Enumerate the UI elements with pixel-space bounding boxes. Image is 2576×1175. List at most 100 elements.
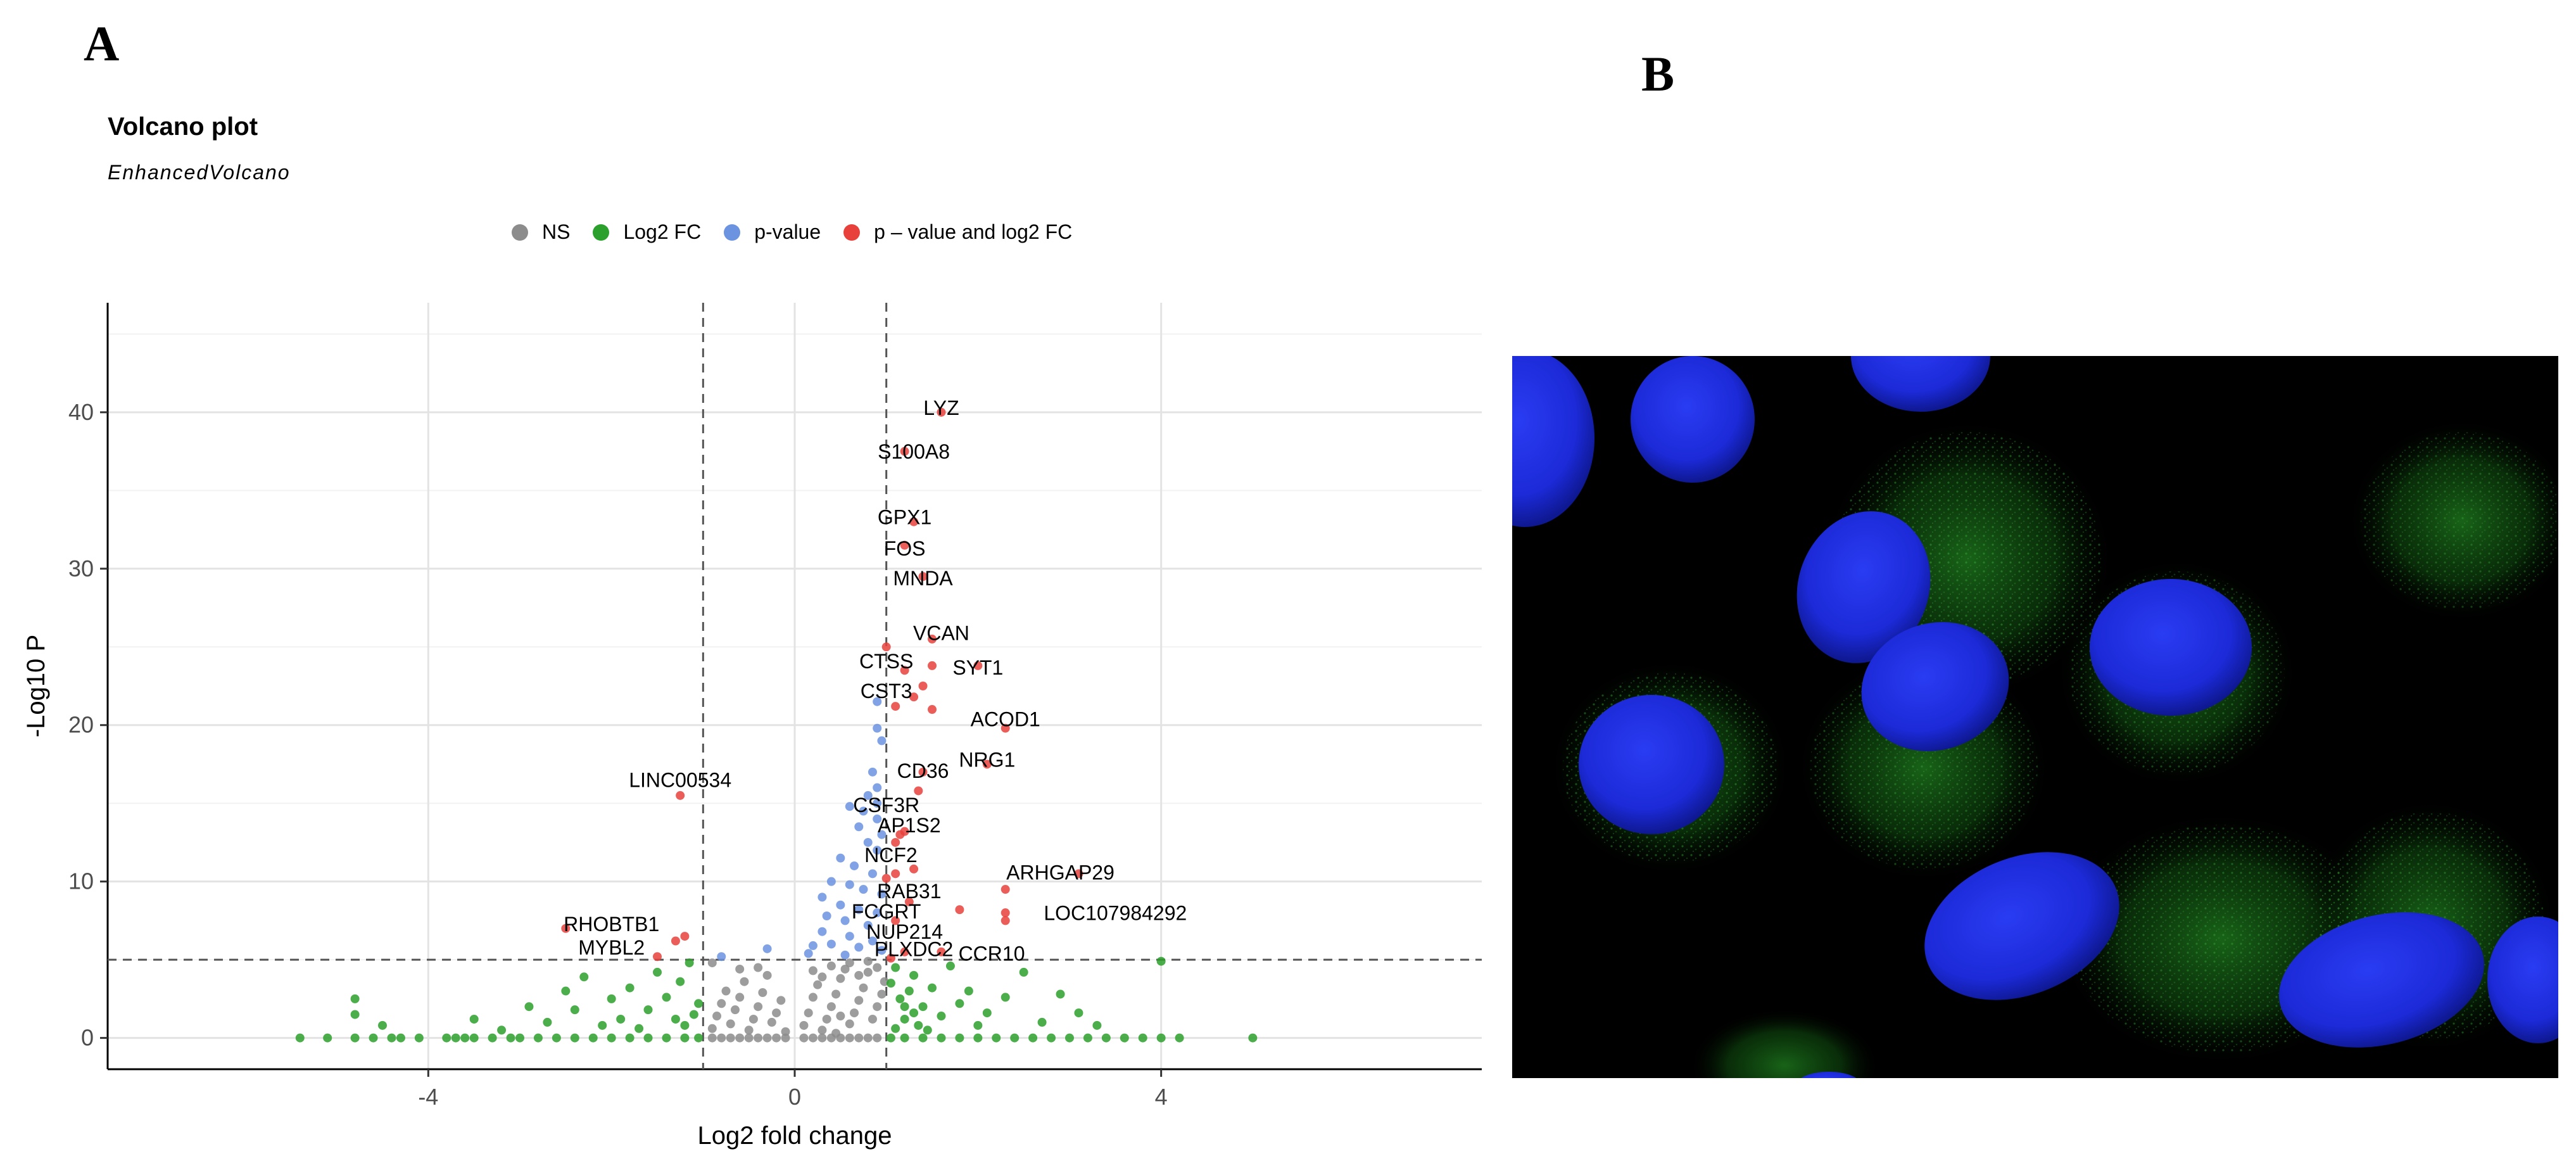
data-point-p	[873, 846, 882, 855]
data-point-fc	[955, 1033, 964, 1043]
data-point-fc	[607, 994, 616, 1003]
data-point-fc	[497, 1026, 507, 1035]
y-tick-label: 0	[81, 1025, 94, 1051]
data-point-both	[881, 642, 891, 652]
data-point-both	[937, 407, 946, 417]
data-point-ns	[854, 1033, 864, 1043]
data-point-ns	[854, 996, 864, 1005]
data-point-fc	[955, 999, 964, 1008]
y-tick-label: 20	[68, 712, 94, 738]
nucleus	[2090, 579, 2252, 716]
data-point-ns	[767, 1017, 776, 1027]
data-point-both	[928, 661, 937, 670]
data-point-fc	[918, 1033, 928, 1043]
data-point-both	[982, 759, 992, 769]
data-point-ns	[781, 1033, 790, 1043]
data-point-both	[937, 947, 946, 956]
data-point-p	[836, 853, 845, 863]
data-point-both	[680, 932, 690, 941]
data-point-fc	[579, 972, 589, 982]
data-point-p	[717, 952, 726, 962]
data-point-fc	[469, 1014, 479, 1024]
data-point-ns	[845, 958, 854, 968]
data-point-both	[900, 666, 909, 675]
data-point-fc	[1175, 1033, 1184, 1043]
nucleus	[2487, 917, 2558, 1043]
data-point-fc	[643, 1033, 653, 1043]
data-point-ns	[831, 1029, 841, 1038]
data-point-ns	[735, 1033, 745, 1043]
legend-label-p: p-value	[754, 220, 821, 243]
nucleus	[1631, 356, 1755, 483]
data-point-p	[873, 723, 882, 733]
data-point-ns	[840, 964, 850, 974]
data-point-ns	[762, 970, 772, 980]
data-point-both	[914, 786, 923, 796]
data-point-ns	[748, 1014, 758, 1024]
data-point-p	[877, 889, 887, 899]
data-point-ns	[781, 1027, 790, 1036]
data-point-fc	[488, 1033, 497, 1043]
data-point-p	[863, 920, 873, 930]
data-point-fc	[904, 986, 914, 996]
data-point-fc	[1138, 1033, 1147, 1043]
data-point-p	[873, 814, 882, 823]
data-point-both	[891, 916, 900, 925]
data-point-fc	[680, 1033, 690, 1043]
data-point-both	[891, 702, 900, 711]
data-point-ns	[863, 1033, 873, 1043]
data-point-p	[804, 949, 813, 958]
data-point-fc	[982, 1008, 992, 1018]
gene-label: S100A8	[878, 440, 950, 463]
data-point-fc	[689, 1010, 698, 1019]
gene-label: LOC107984292	[1044, 901, 1187, 924]
data-point-p	[877, 830, 887, 839]
data-point-ns	[863, 967, 873, 977]
data-point-fc	[460, 1033, 470, 1043]
nucleus	[1861, 622, 2009, 751]
data-point-fc	[295, 1033, 305, 1043]
gene-label: ACOD1	[971, 708, 1040, 730]
data-point-p	[850, 861, 859, 870]
data-point-ns	[868, 1014, 877, 1024]
data-point-fc	[1101, 1033, 1111, 1043]
data-point-fc	[1028, 1033, 1038, 1043]
microscopy-cells	[1512, 356, 2558, 1078]
data-point-fc	[635, 1024, 644, 1033]
data-point-fc	[378, 1020, 387, 1030]
data-point-fc	[680, 1020, 690, 1030]
data-point-p	[873, 783, 882, 792]
data-point-both	[973, 661, 983, 670]
data-point-p	[845, 932, 854, 941]
data-point-ns	[735, 993, 745, 1002]
gene-label: NUP214	[866, 920, 943, 943]
data-point-both	[671, 936, 680, 946]
data-point-fc	[909, 970, 919, 980]
data-point-ns	[808, 993, 818, 1002]
data-point-both	[881, 873, 891, 883]
data-point-fc	[350, 1033, 360, 1043]
x-tick-label: 0	[788, 1084, 801, 1110]
data-point-ns	[754, 1002, 763, 1012]
gene-label: FOS	[884, 537, 926, 560]
data-point-p	[826, 939, 836, 949]
gene-label: CTSS	[859, 650, 913, 673]
legend-swatch-fc	[593, 224, 610, 241]
data-point-both	[1074, 869, 1083, 879]
data-point-fc	[607, 1033, 616, 1043]
data-point-ns	[721, 986, 731, 996]
data-point-fc	[891, 1024, 900, 1033]
data-point-fc	[1074, 1008, 1083, 1018]
data-point-both	[900, 947, 909, 956]
data-point-p	[818, 927, 827, 936]
data-point-fc	[694, 999, 704, 1008]
data-point-ns	[744, 1026, 754, 1035]
data-point-p	[877, 946, 887, 955]
data-point-both	[676, 791, 685, 800]
data-point-p	[868, 767, 877, 777]
data-point-fc	[414, 1033, 424, 1043]
gene-label: CD36	[897, 759, 949, 782]
data-point-ns	[850, 1008, 859, 1018]
data-point-fc	[671, 1014, 680, 1024]
data-point-both	[891, 869, 900, 879]
